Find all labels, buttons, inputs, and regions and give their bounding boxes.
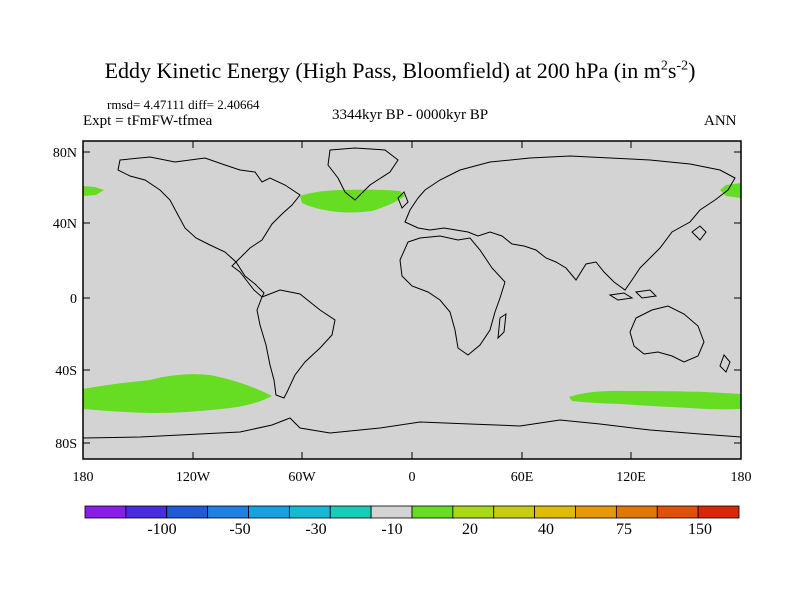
coast-japan [691, 225, 707, 241]
x-tick-0: 0 [409, 470, 416, 485]
y-tick-40n: 40N [53, 217, 77, 232]
colorbar-box [615, 505, 658, 519]
colorbar-label: -10 [381, 521, 402, 538]
anomaly-south-pacific [83, 374, 272, 413]
y-tick-40s: 40S [55, 364, 77, 379]
coast-eurasia [404, 155, 736, 291]
colorbar-label: 75 [616, 521, 632, 538]
coast-madagascar [497, 312, 507, 340]
colorbar-box [166, 505, 209, 519]
axis-ticks [83, 141, 741, 459]
colorbar-label: 40 [538, 521, 554, 538]
colorbar-box [125, 505, 168, 519]
x-tick-120e: 120E [616, 470, 646, 485]
anomaly-south-indian-ocean [569, 390, 741, 410]
coast-australia [629, 305, 705, 363]
anomaly-north-pacific-west-edge [83, 186, 104, 196]
colorbar-label: -100 [147, 521, 176, 538]
plot-title: Eddy Kinetic Energy (High Pass, Bloomfie… [104, 58, 696, 83]
time-period-label: 3344kyr BP - 0000kyr BP [331, 107, 489, 123]
coastlines [82, 147, 742, 439]
season-label: ANN [704, 113, 737, 129]
coast-new-zealand [719, 354, 731, 373]
y-tick-0: 0 [70, 292, 77, 307]
coast-north-america [117, 156, 301, 298]
anomaly-north-atlantic [300, 189, 405, 213]
x-tick-60w: 60W [288, 470, 316, 485]
coast-antarctica [82, 417, 742, 439]
colorbar-box [288, 505, 331, 519]
colorbar-box [370, 505, 413, 519]
colorbar-box [84, 505, 127, 519]
colorbar-box [656, 505, 699, 519]
colorbar-box [534, 505, 576, 519]
x-tick-120w: 120W [176, 470, 211, 485]
coast-greenland [327, 147, 399, 201]
anomaly-north-pacific-east-edge [720, 183, 741, 198]
experiment-label: Expt = tFmFW-tfmea [83, 113, 213, 129]
colorbar-label: -30 [305, 521, 326, 538]
colorbar-box [575, 505, 617, 519]
coast-south-america [256, 289, 336, 399]
colorbar-label: 20 [462, 521, 478, 538]
x-tick-180-east: 180 [731, 470, 752, 485]
y-tick-80s: 80S [55, 437, 77, 452]
colorbar-box [411, 505, 454, 519]
colorbar-box [248, 505, 290, 519]
colorbar-label: -50 [229, 521, 250, 538]
colorbar-box [697, 505, 740, 519]
colorbar-box [493, 505, 536, 519]
x-tick-60e: 60E [511, 470, 534, 485]
colorbar-label: 150 [688, 521, 712, 538]
colorbar-box [452, 505, 495, 519]
coast-indonesia [608, 289, 658, 301]
rmsd-diff-stats: rmsd= 4.47111 diff= 2.40664 [107, 97, 260, 112]
x-tick-180-west: 180 [73, 470, 94, 485]
colorbar-box [207, 505, 249, 519]
coast-africa [399, 235, 506, 356]
y-tick-80n: 80N [53, 146, 77, 161]
colorbar-box [329, 505, 372, 519]
coast-british-isles [397, 191, 409, 209]
colorbar [84, 505, 740, 519]
